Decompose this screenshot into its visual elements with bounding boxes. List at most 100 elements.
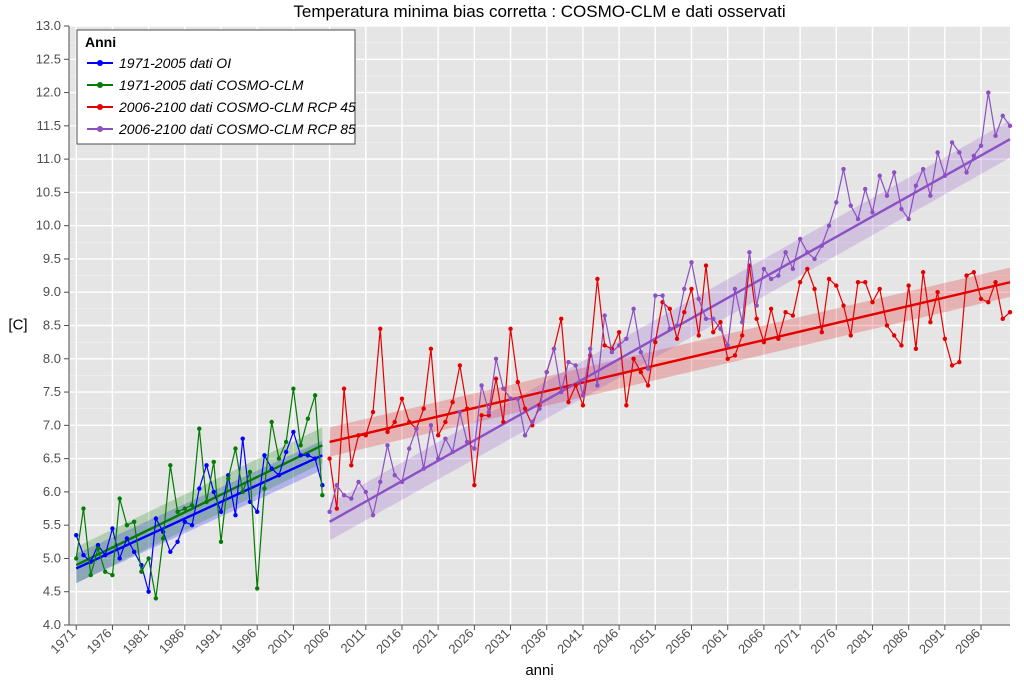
series-marker-rcp45 xyxy=(566,400,570,404)
y-tick-label: 10.0 xyxy=(36,218,61,233)
series-marker-rcp85 xyxy=(849,204,853,208)
series-marker-rcp85 xyxy=(943,174,947,178)
series-marker-rcp85 xyxy=(776,273,780,277)
series-marker-rcp45 xyxy=(972,270,976,274)
y-tick-label: 9.0 xyxy=(43,284,61,299)
series-marker-rcp85 xyxy=(718,327,722,331)
series-marker-rcp45 xyxy=(812,287,816,291)
series-marker-cosmo_hist xyxy=(320,493,324,497)
series-marker-oi xyxy=(168,550,172,554)
series-marker-cosmo_hist xyxy=(175,510,179,514)
series-marker-rcp45 xyxy=(711,330,715,334)
series-marker-rcp85 xyxy=(393,473,397,477)
series-marker-cosmo_hist xyxy=(241,490,245,494)
series-marker-rcp85 xyxy=(610,350,614,354)
x-tick-label: 2041 xyxy=(554,626,585,657)
series-marker-rcp85 xyxy=(834,200,838,204)
series-marker-rcp85 xyxy=(342,493,346,497)
series-marker-cosmo_hist xyxy=(226,476,230,480)
series-marker-rcp85 xyxy=(914,184,918,188)
series-marker-rcp85 xyxy=(472,446,476,450)
series-marker-rcp85 xyxy=(935,150,939,154)
series-marker-rcp85 xyxy=(899,207,903,211)
y-tick-label: 4.0 xyxy=(43,617,61,632)
series-marker-oi xyxy=(190,523,194,527)
series-marker-rcp45 xyxy=(935,290,939,294)
series-marker-rcp85 xyxy=(523,433,527,437)
y-tick-label: 12.0 xyxy=(36,85,61,100)
series-marker-oi xyxy=(103,553,107,557)
series-marker-rcp45 xyxy=(646,383,650,387)
series-marker-rcp45 xyxy=(1001,317,1005,321)
x-tick-label: 2051 xyxy=(626,626,657,657)
series-marker-rcp45 xyxy=(335,506,339,510)
y-tick-label: 4.5 xyxy=(43,584,61,599)
series-marker-rcp85 xyxy=(964,170,968,174)
x-tick-label: 2091 xyxy=(916,626,947,657)
series-marker-rcp85 xyxy=(660,293,664,297)
series-marker-rcp85 xyxy=(928,194,932,198)
series-marker-oi xyxy=(241,436,245,440)
series-marker-rcp85 xyxy=(783,250,787,254)
series-marker-rcp45 xyxy=(624,403,628,407)
series-marker-rcp85 xyxy=(364,490,368,494)
series-marker-rcp85 xyxy=(1001,114,1005,118)
series-marker-cosmo_hist xyxy=(103,570,107,574)
series-marker-rcp45 xyxy=(783,310,787,314)
series-marker-rcp45 xyxy=(342,387,346,391)
series-marker-rcp45 xyxy=(327,456,331,460)
series-marker-rcp45 xyxy=(378,327,382,331)
series-marker-rcp85 xyxy=(906,217,910,221)
series-marker-rcp45 xyxy=(979,297,983,301)
series-marker-cosmo_hist xyxy=(139,570,143,574)
series-marker-rcp45 xyxy=(465,406,469,410)
series-marker-rcp85 xyxy=(581,393,585,397)
series-marker-rcp85 xyxy=(878,174,882,178)
series-marker-rcp45 xyxy=(856,280,860,284)
series-marker-rcp45 xyxy=(393,420,397,424)
series-marker-rcp45 xyxy=(914,347,918,351)
series-marker-rcp85 xyxy=(870,210,874,214)
legend-item-label: 1971-2005 dati OI xyxy=(119,55,231,71)
series-marker-rcp85 xyxy=(856,217,860,221)
series-marker-rcp45 xyxy=(791,313,795,317)
series-marker-rcp85 xyxy=(689,260,693,264)
series-marker-rcp45 xyxy=(472,483,476,487)
series-marker-rcp45 xyxy=(841,303,845,307)
series-marker-cosmo_hist xyxy=(284,440,288,444)
series-marker-rcp45 xyxy=(718,320,722,324)
series-marker-rcp45 xyxy=(508,327,512,331)
series-marker-rcp45 xyxy=(928,320,932,324)
series-marker-rcp85 xyxy=(602,313,606,317)
series-marker-rcp85 xyxy=(733,287,737,291)
series-marker-rcp85 xyxy=(487,410,491,414)
series-marker-rcp45 xyxy=(870,300,874,304)
y-tick-label: 12.5 xyxy=(36,51,61,66)
series-marker-rcp85 xyxy=(559,390,563,394)
series-marker-rcp45 xyxy=(371,410,375,414)
y-tick-label: 9.5 xyxy=(43,251,61,266)
legend-title: Anni xyxy=(85,34,116,50)
series-marker-rcp45 xyxy=(479,413,483,417)
series-marker-rcp85 xyxy=(921,167,925,171)
series-marker-rcp85 xyxy=(349,496,353,500)
series-marker-rcp85 xyxy=(501,387,505,391)
y-tick-label: 7.0 xyxy=(43,417,61,432)
series-marker-rcp45 xyxy=(704,263,708,267)
chart-title: Temperatura minima bias corretta : COSMO… xyxy=(293,2,785,21)
legend-item-label: 2006-2100 dati COSMO-CLM RCP 45 xyxy=(118,99,356,115)
series-marker-cosmo_hist xyxy=(168,463,172,467)
series-marker-oi xyxy=(291,430,295,434)
series-marker-rcp85 xyxy=(950,140,954,144)
series-marker-rcp85 xyxy=(863,187,867,191)
x-tick-label: 2031 xyxy=(482,626,513,657)
series-marker-rcp45 xyxy=(762,340,766,344)
x-tick-label: 2001 xyxy=(264,626,295,657)
series-marker-rcp85 xyxy=(429,423,433,427)
series-marker-rcp85 xyxy=(993,134,997,138)
series-marker-cosmo_hist xyxy=(190,503,194,507)
series-marker-rcp45 xyxy=(906,283,910,287)
series-marker-oi xyxy=(204,463,208,467)
series-marker-cosmo_hist xyxy=(96,546,100,550)
x-tick-label: 2066 xyxy=(735,626,766,657)
